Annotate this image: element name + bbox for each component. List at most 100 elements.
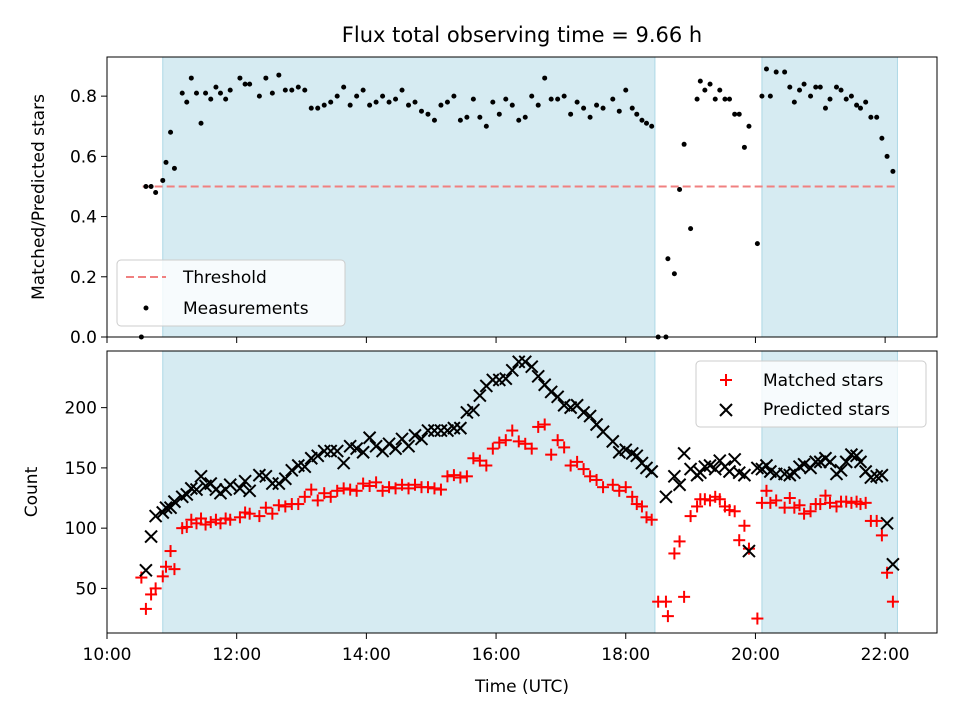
matched-star-point [305,483,318,496]
top-axis-ticks: 0.0 0.2 0.4 0.6 0.8 [70,87,886,348]
measurement-point [822,105,828,111]
predicted-star-point [823,455,837,469]
measurement-point [801,81,807,87]
measurement-point [548,96,554,102]
matched-star-point [434,483,447,496]
measurement-point [242,81,248,87]
measurement-point [334,93,340,99]
predicted-star-point [144,529,158,544]
x-axis-label: Time (UTC) [474,677,569,697]
matched-star-point [195,512,208,525]
x-tick-label: 20:00 [731,645,780,665]
x-tick-label: 14:00 [342,645,391,665]
matched-star-point [139,602,152,615]
matched-star-point [551,434,564,447]
matched-star-point [318,487,331,500]
predicted-star-point [698,459,712,474]
measurement-point [406,102,412,108]
measurement-point [295,84,301,90]
matched-star-point [149,582,162,595]
matched-star-point [337,482,350,495]
matched-star-point [525,442,538,455]
predicted-star-point [630,449,644,463]
predicted-star-point [447,421,461,435]
predicted-star-point [875,468,889,482]
predicted-star-point [606,434,620,449]
measurement-point [203,90,209,96]
measurement-point [754,241,760,247]
predicted-star-point [708,462,722,476]
matched-star-point [886,595,899,608]
legend-measurements-swatch [143,305,149,311]
matched-star-point [512,435,525,448]
matched-star-point [180,520,193,533]
matched-star-point [577,463,590,476]
predicted-star-point [427,423,442,438]
measurement-point [707,81,713,87]
measurement-point [227,87,233,93]
matched-star-point [590,473,603,486]
legend-threshold-label: Threshold [182,268,267,288]
legend-measurements-label: Measurements [183,299,309,319]
matched-star-point [441,470,454,483]
measurement-point [782,69,788,75]
bottom-legend-box [695,360,927,428]
matched-star-point [691,500,704,513]
predicted-star-point [869,469,884,484]
measurement-point [522,114,528,120]
measurement-point [717,87,723,93]
measurement-point [163,159,169,165]
measurement-point [535,102,541,108]
predicted-star-point [518,355,532,369]
matched-star-point [243,507,256,520]
matched-star-point [751,612,764,625]
measurement-point [868,114,874,120]
measurement-point [509,102,515,108]
predicted-star-point [285,463,299,478]
measurement-point [444,99,450,105]
measurement-point [677,186,683,192]
predicted-star-point [238,474,252,488]
measurement-point [490,99,496,105]
measurement-point [431,117,437,123]
predicted-star-point [382,437,396,451]
measurement-point [451,93,457,99]
top-y-tick-label: 0.0 [70,328,97,348]
matched-star-point [370,476,383,489]
top-panel: 0.00.20.40.60.8 Matched/Predicted stars … [29,56,938,348]
matched-star-point [840,495,853,508]
matched-star-point [259,501,272,514]
matched-star-point [788,501,801,514]
measurement-point [302,87,308,93]
measurement-point [863,99,869,105]
measurement-point [808,93,814,99]
measurement-point [483,123,489,129]
predicted-star-point [693,466,708,480]
measurement-point [843,96,849,102]
top-y-tick-label: 0.4 [70,208,97,228]
measurement-point [644,120,649,126]
x-tick-label: 16:00 [472,645,521,665]
matched-star-point [793,499,806,512]
predicted-star-point [414,432,429,446]
measurement-point [649,123,655,129]
measurement-point [838,87,844,93]
matched-star-point [350,484,363,497]
measurement-point [712,96,718,102]
measurement-point [160,177,166,183]
predicted-star-point [583,409,597,423]
matched-star-point [298,490,311,503]
measurement-point [367,102,373,108]
measurement-point [681,141,687,147]
matched-star-point [199,518,212,531]
predicted-star-point [525,359,539,374]
predicted-star-point [356,445,370,459]
predicted-star-point [886,557,900,572]
bottom-y-tick-label: 150 [65,459,97,479]
measurement-point [529,93,535,99]
matched-star-point [224,513,237,526]
measurement-point [561,93,567,99]
top-y-tick-label: 0.6 [70,147,97,167]
measurement-point [269,90,275,96]
